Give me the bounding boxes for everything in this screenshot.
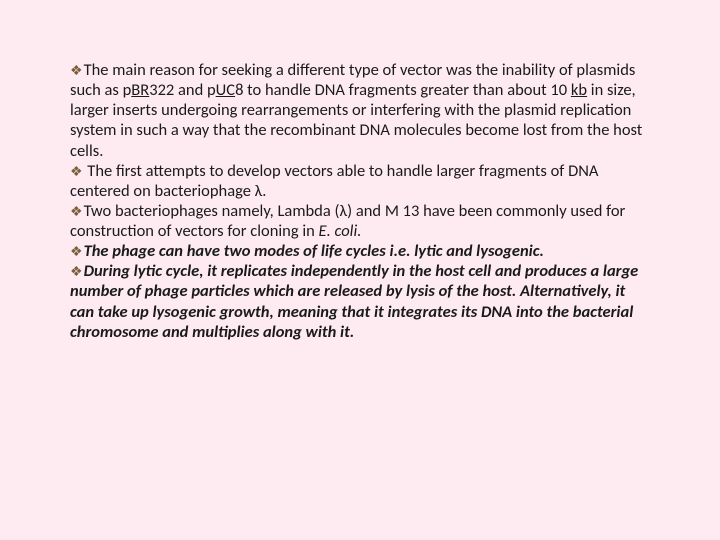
paragraph-4: The phage can have two modes of life cyc… [84,241,544,261]
paragraph-3-italic: E. coli. [319,221,362,241]
diamond-bullet-icon: ❖ [70,62,83,79]
slide-text-block: ❖The main reason for seeking a different… [70,60,650,342]
diamond-bullet-icon: ❖ [70,163,83,180]
paragraph-2: The first attempts to develop vectors ab… [70,161,598,201]
paragraph-1-mid1: 322 and p [149,80,215,100]
diamond-bullet-icon: ❖ [70,263,83,280]
paragraph-1-underline-2: UC [216,80,235,100]
diamond-bullet-icon: ❖ [70,243,83,260]
paragraph-1-underline-3: kb [571,80,587,100]
paragraph-5: During lytic cycle, it replicates indepe… [70,261,638,341]
diamond-bullet-icon: ❖ [70,203,83,220]
paragraph-1-mid2: 8 to handle DNA fragments greater than a… [235,80,571,100]
paragraph-1-underline-1: BR [131,80,149,100]
